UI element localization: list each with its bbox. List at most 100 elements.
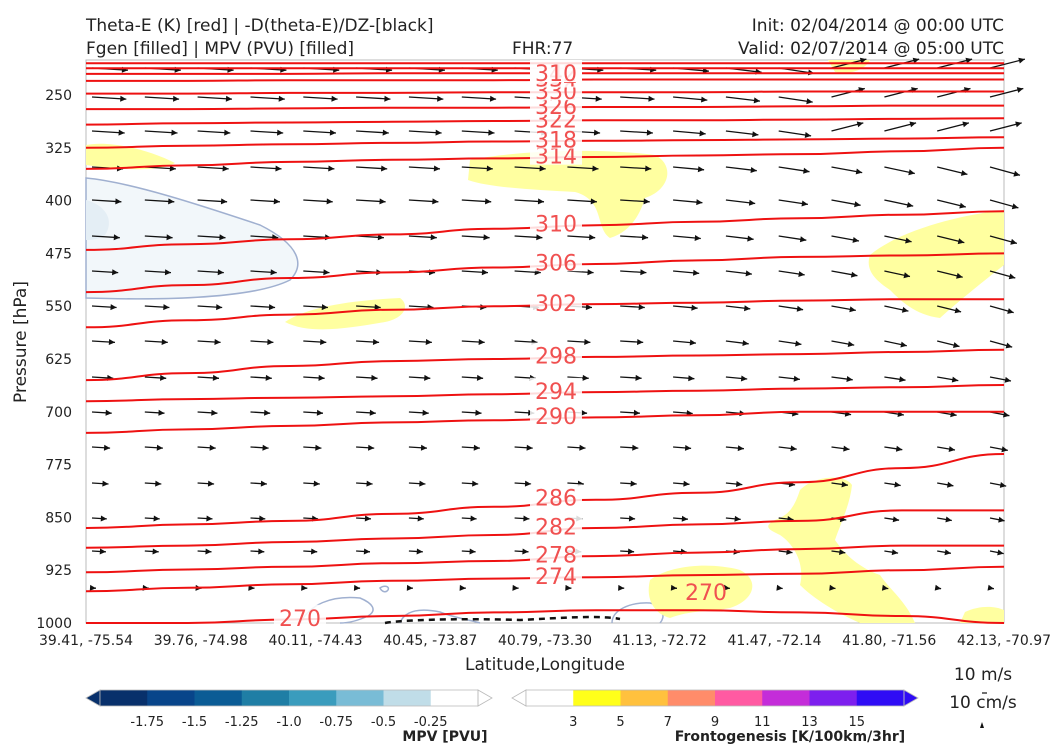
wind-vector-head [689,339,696,346]
wind-vector-head [273,198,280,205]
wind-vector-head [799,236,807,243]
colorbar-segment [856,690,905,706]
contour-label-bg [530,210,582,233]
reference-vector-arrow [980,692,987,728]
wind-vector-head [901,306,909,313]
y-tick-label: 475 [45,246,72,262]
wind-vector-head [331,95,338,102]
colorbar-segment [147,690,195,706]
colorbar-tick-label: 7 [664,715,672,730]
wind-vector-head [328,165,335,172]
wind-vector-head [905,237,912,244]
wind-vector-head [646,129,653,136]
contour-label-bg [530,289,582,312]
wind-vector-head [786,548,793,555]
y-tick-label: 625 [45,352,72,368]
wind-vector-head [750,167,757,173]
wind-vector-head [1007,308,1014,314]
wind-vector-head [108,339,115,345]
wind-vector-head [377,234,384,241]
wind-vector-head [278,95,285,102]
wind-vector-head [632,444,639,451]
theta-e-contour-label: 278 [535,543,577,568]
wind-vector-head [469,548,476,555]
wind-vector-head [839,549,846,555]
wind-vector-head [173,95,180,102]
x-tick-label: 40.11, -74.43 [268,633,362,649]
wind-vector-head [696,199,703,206]
y-tick-label: 1000 [36,616,72,632]
wind-vector-head [585,304,592,311]
colorbar-segment [809,690,858,706]
colorbar-tick-label: -1.5 [182,715,207,730]
colorbar-frame [99,689,479,707]
wind-vector-head [265,374,272,381]
colorbar-tick-label: -1.75 [130,715,164,730]
colorbar-tick-label: -1.0 [276,715,301,730]
wind-vector-head [841,481,848,488]
wind-vector-head [681,515,688,522]
wind-vector-head [512,584,519,591]
wind-vector-head [909,121,917,128]
wind-vector-head [648,95,655,102]
wind-vector-head [406,584,413,591]
wind-vector-head [895,445,903,452]
wind-vector-head [353,584,361,591]
colorbar-segment [383,690,432,706]
init-time: Init: 02/04/2014 @ 00:00 UTC [752,16,1004,36]
theta-e-contour-label: 302 [535,292,577,317]
wind-vector-head [593,129,601,136]
x-axis-label: Latitude,Longitude [465,655,625,675]
colorbar-tick-label: -1.25 [225,715,259,730]
wind-vector-head [957,238,965,245]
wind-vector-head [903,272,910,279]
colorbar-tick-label: 9 [711,715,719,730]
wind-vector-head [102,480,109,487]
y-tick-label: 400 [45,194,72,210]
wind-vector-head [472,480,479,487]
wind-vector-head [954,307,962,314]
mpv-fill-region [85,177,299,300]
colorbar-segment [762,690,810,706]
wind-vector-head [747,235,754,242]
wind-vector-head [103,444,111,451]
wind-vector-head [683,480,690,487]
wind-vector-head [618,584,625,591]
wind-vector-head [742,340,749,346]
fgen-fill-region [648,565,753,618]
wind-vector-head [645,165,652,172]
wind-vector-head [908,169,915,176]
wind-vector-head [169,165,176,172]
wind-vector-head [489,95,497,102]
x-axis-ticks: 39.41, -75.54 39.76, -74.98 40.11, -74.43 4… [39,633,1050,649]
wind-vector-head [804,132,812,138]
fgen-fill-region [960,606,1004,623]
wind-vector-head [485,198,492,205]
wind-vector-head [219,234,226,241]
colorbar-extend-min [85,689,101,707]
wind-vector-head [579,444,586,451]
wind-vector-head [277,129,284,136]
wind-vector-head [216,304,223,311]
wind-vector-head [364,515,371,522]
theta-e-contour-label: 270 [685,581,727,606]
wind-vector-head [849,306,856,313]
x-tick-label: 39.76, -74.98 [154,633,248,649]
wind-vector-head [315,444,322,451]
wind-vector-head [262,444,269,451]
wind-vector-head [473,444,480,451]
wind-vector-head [854,201,861,208]
wind-vector-head [115,198,122,205]
x-tick-label: 41.47, -72.14 [727,633,821,649]
wind-vector-head [260,480,267,487]
wind-vector-head [207,480,215,487]
fgen-fill-region [468,150,668,238]
wind-vector-head [670,584,677,591]
wind-vector-head [965,57,973,64]
wind-vector-head [100,515,107,522]
wind-vector-head [934,584,942,591]
wind-vector-head [416,548,423,555]
chart-title-line2: Fgen [filled] | MPV (PVU) [filled] [86,39,354,59]
wind-vector-head [1016,87,1024,93]
colorbar-tick-label: 11 [754,715,771,730]
